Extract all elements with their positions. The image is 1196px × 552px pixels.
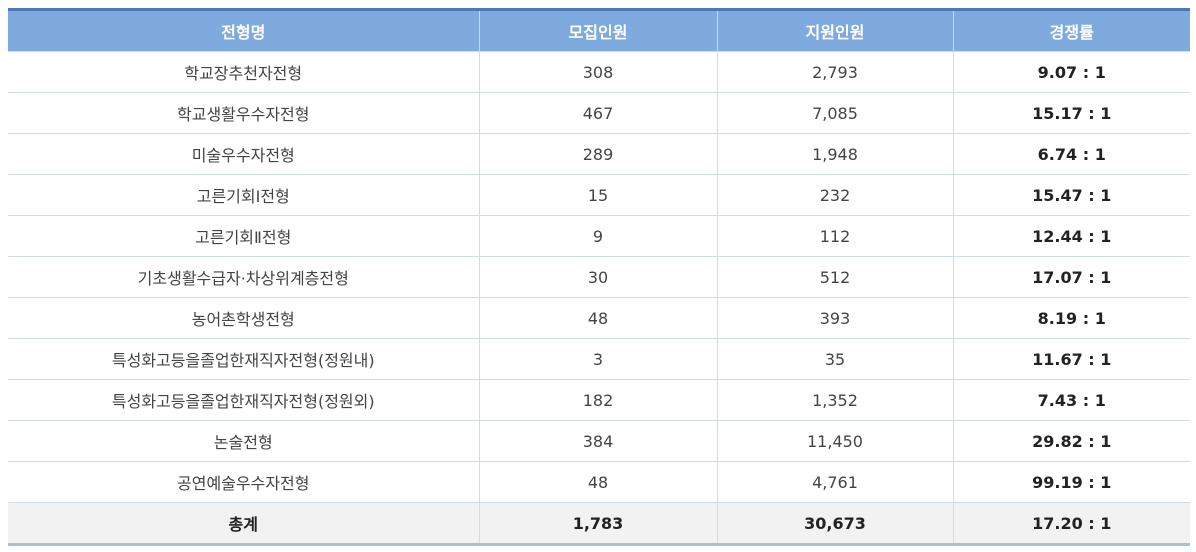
- total-competition-rate-cell: 17.20 : 1: [952, 502, 1190, 546]
- recruit-count-cell: 3: [478, 338, 717, 380]
- competition-rate-table-container: 전형명 모집인원 지원인원 경쟁률 학교장추천자전형 308 2,793 9.0…: [8, 8, 1190, 546]
- recruit-count-cell: 30: [478, 256, 717, 298]
- admission-type-cell: 학교생활우수자전형: [8, 92, 479, 134]
- admission-type-cell: 농어촌학생전형: [8, 297, 479, 339]
- competition-rate-cell: 9.07 : 1: [952, 51, 1190, 93]
- table-row: 특성화고등을졸업한재직자전형(정원외) 182 1,352 7.43 : 1: [8, 379, 1190, 421]
- admission-type-cell: 공연예술우수자전형: [8, 461, 479, 503]
- admission-type-cell: 학교장추천자전형: [8, 51, 479, 93]
- admission-type-cell: 논술전형: [8, 420, 479, 462]
- recruit-count-cell: 182: [478, 379, 717, 421]
- table-row: 고른기회Ⅰ전형 15 232 15.47 : 1: [8, 174, 1190, 216]
- applicant-count-cell: 112: [716, 215, 953, 257]
- table-header: 전형명 모집인원 지원인원 경쟁률: [8, 9, 1190, 52]
- header-competition-rate: 경쟁률: [952, 9, 1190, 52]
- admission-type-cell: 특성화고등을졸업한재직자전형(정원내): [8, 338, 479, 380]
- applicant-count-cell: 1,948: [716, 133, 953, 175]
- applicant-count-cell: 35: [716, 338, 953, 380]
- recruit-count-cell: 9: [478, 215, 717, 257]
- competition-rate-table: 전형명 모집인원 지원인원 경쟁률 학교장추천자전형 308 2,793 9.0…: [8, 8, 1190, 546]
- applicant-count-cell: 232: [716, 174, 953, 216]
- recruit-count-cell: 384: [478, 420, 717, 462]
- recruit-count-cell: 15: [478, 174, 717, 216]
- total-applicant-count-cell: 30,673: [716, 502, 953, 546]
- applicant-count-cell: 4,761: [716, 461, 953, 503]
- total-row: 총계 1,783 30,673 17.20 : 1: [8, 502, 1190, 546]
- table-row: 학교생활우수자전형 467 7,085 15.17 : 1: [8, 92, 1190, 134]
- recruit-count-cell: 48: [478, 461, 717, 503]
- recruit-count-cell: 289: [478, 133, 717, 175]
- admission-type-cell: 특성화고등을졸업한재직자전형(정원외): [8, 379, 479, 421]
- competition-rate-cell: 6.74 : 1: [952, 133, 1190, 175]
- admission-type-cell: 고른기회Ⅱ전형: [8, 215, 479, 257]
- table-row: 기초생활수급자·차상위계층전형 30 512 17.07 : 1: [8, 256, 1190, 298]
- competition-rate-cell: 15.47 : 1: [952, 174, 1190, 216]
- total-label-cell: 총계: [8, 502, 479, 546]
- admission-type-cell: 기초생활수급자·차상위계층전형: [8, 256, 479, 298]
- applicant-count-cell: 2,793: [716, 51, 953, 93]
- table-row: 공연예술우수자전형 48 4,761 99.19 : 1: [8, 461, 1190, 503]
- admission-type-cell: 고른기회Ⅰ전형: [8, 174, 479, 216]
- applicant-count-cell: 1,352: [716, 379, 953, 421]
- recruit-count-cell: 48: [478, 297, 717, 339]
- competition-rate-cell: 8.19 : 1: [952, 297, 1190, 339]
- competition-rate-cell: 17.07 : 1: [952, 256, 1190, 298]
- admission-type-cell: 미술우수자전형: [8, 133, 479, 175]
- table-row: 논술전형 384 11,450 29.82 : 1: [8, 420, 1190, 462]
- recruit-count-cell: 467: [478, 92, 717, 134]
- table-row: 미술우수자전형 289 1,948 6.74 : 1: [8, 133, 1190, 175]
- table-row: 농어촌학생전형 48 393 8.19 : 1: [8, 297, 1190, 339]
- header-admission-type: 전형명: [8, 9, 479, 52]
- table-row: 학교장추천자전형 308 2,793 9.07 : 1: [8, 51, 1190, 93]
- applicant-count-cell: 11,450: [716, 420, 953, 462]
- competition-rate-cell: 11.67 : 1: [952, 338, 1190, 380]
- total-recruit-count-cell: 1,783: [478, 502, 717, 546]
- table-body: 학교장추천자전형 308 2,793 9.07 : 1 학교생활우수자전형 46…: [8, 51, 1190, 546]
- header-recruit-count: 모집인원: [478, 9, 717, 52]
- applicant-count-cell: 7,085: [716, 92, 953, 134]
- competition-rate-cell: 7.43 : 1: [952, 379, 1190, 421]
- header-applicant-count: 지원인원: [716, 9, 953, 52]
- applicant-count-cell: 393: [716, 297, 953, 339]
- table-row: 고른기회Ⅱ전형 9 112 12.44 : 1: [8, 215, 1190, 257]
- recruit-count-cell: 308: [478, 51, 717, 93]
- applicant-count-cell: 512: [716, 256, 953, 298]
- competition-rate-cell: 29.82 : 1: [952, 420, 1190, 462]
- table-row: 특성화고등을졸업한재직자전형(정원내) 3 35 11.67 : 1: [8, 338, 1190, 380]
- competition-rate-cell: 99.19 : 1: [952, 461, 1190, 503]
- competition-rate-cell: 15.17 : 1: [952, 92, 1190, 134]
- competition-rate-cell: 12.44 : 1: [952, 215, 1190, 257]
